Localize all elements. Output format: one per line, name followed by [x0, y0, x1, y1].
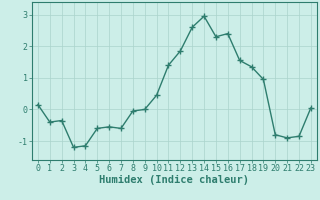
X-axis label: Humidex (Indice chaleur): Humidex (Indice chaleur): [100, 175, 249, 185]
